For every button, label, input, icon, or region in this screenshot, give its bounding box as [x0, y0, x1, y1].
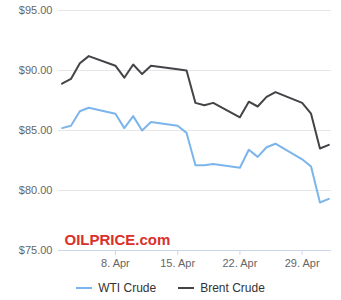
- html-text:Brent Crude: Brent Crude: [200, 281, 265, 295]
- html-text:WTI Crude: WTI Crude: [98, 281, 157, 295]
- svg-text:OILPRICE.com: OILPRICE.com: [65, 231, 171, 248]
- svg-text:22. Apr: 22. Apr: [222, 257, 257, 269]
- svg-text:$90.00: $90.00: [19, 64, 53, 76]
- svg-text:15. Apr: 15. Apr: [160, 257, 195, 269]
- svg-text:$80.00: $80.00: [19, 184, 53, 196]
- svg-text:$75.00: $75.00: [19, 244, 53, 256]
- svg-text:$95.00: $95.00: [19, 4, 53, 16]
- svg-text:29. Apr: 29. Apr: [285, 257, 320, 269]
- svg-text:$85.00: $85.00: [19, 124, 53, 136]
- svg-text:8. Apr: 8. Apr: [101, 257, 130, 269]
